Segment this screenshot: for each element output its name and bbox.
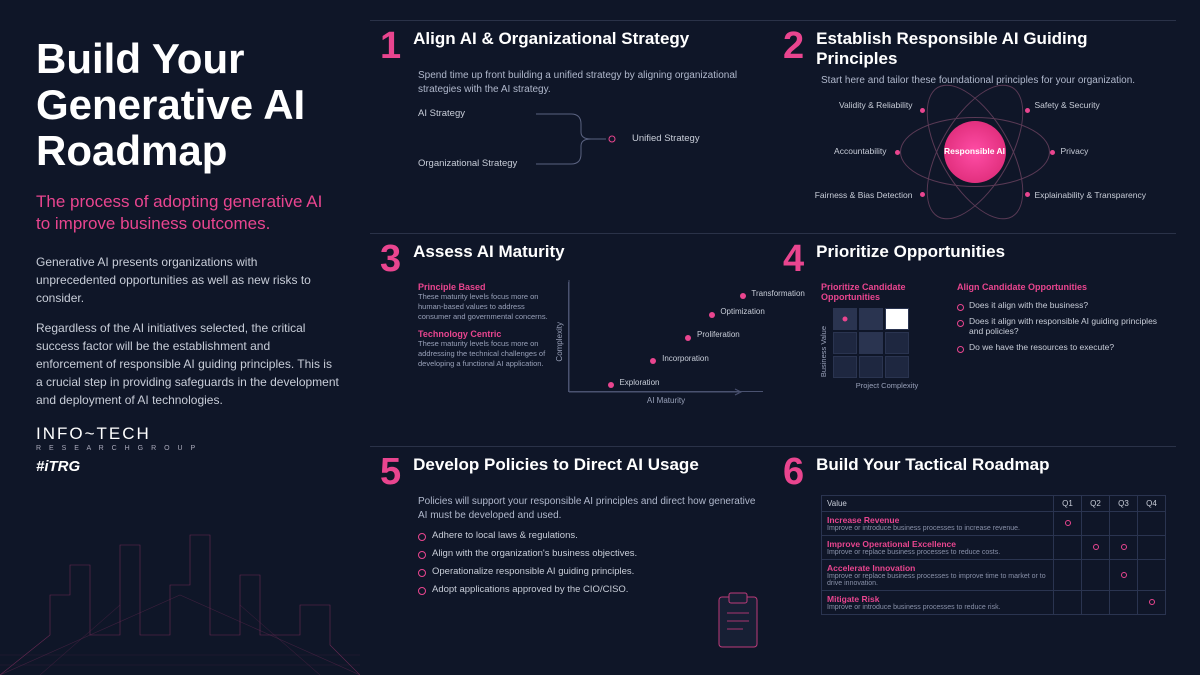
table-header: Q1	[1054, 496, 1082, 512]
left-panel: Build Your Generative AI Roadmap The pro…	[0, 0, 360, 675]
steps-grid: 1 Align AI & Organizational Strategy Spe…	[360, 0, 1200, 675]
table-row: Mitigate RiskImprove or introduce busine…	[822, 591, 1166, 615]
roadmap-table: ValueQ1Q2Q3Q4Increase RevenueImprove or …	[821, 495, 1166, 615]
policy-bullet: Operationalize responsible AI guiding pr…	[418, 566, 763, 577]
row-title: Improve Operational Excellence	[827, 539, 956, 549]
atom-label: Fairness & Bias Detection	[815, 190, 913, 200]
step-title: Establish Responsible AI Guiding Princip…	[816, 29, 1166, 68]
quarter-dot-icon	[1149, 599, 1155, 605]
bracket-diagram: AI Strategy Organizational Strategy Unif…	[418, 104, 763, 174]
bracket-top-label: AI Strategy	[418, 108, 465, 119]
step-number: 3	[380, 242, 401, 276]
quarter-dot-icon	[1121, 572, 1127, 578]
step-6: 6 Build Your Tactical Roadmap ValueQ1Q2Q…	[773, 446, 1176, 659]
table-header: Q3	[1110, 496, 1138, 512]
bracket-right-label: Unified Strategy	[632, 133, 700, 144]
step-number: 2	[783, 29, 804, 63]
matrix-title: Align Candidate Opportunities	[957, 282, 1166, 292]
step-5: 5 Develop Policies to Direct AI Usage Po…	[370, 446, 773, 659]
row-subtitle: Improve or introduce business processes …	[827, 525, 1048, 532]
atom-label: Accountability	[834, 146, 886, 156]
atom-label: Explainability & Transparency	[1035, 190, 1147, 200]
step-title: Develop Policies to Direct AI Usage	[413, 455, 699, 475]
atom-label: Privacy	[1061, 146, 1089, 156]
policy-bullets: Adhere to local laws & regulations. Alig…	[418, 530, 763, 595]
quarter-dot-icon	[1093, 544, 1099, 550]
matrix-title: Prioritize Candidate Opportunities	[821, 282, 941, 302]
table-row: Increase RevenueImprove or introduce bus…	[822, 512, 1166, 536]
axis-y-label: Complexity	[555, 322, 564, 362]
row-title: Mitigate Risk	[827, 594, 879, 604]
logo-hashtag: #iTRG	[36, 458, 198, 475]
table-header: Value	[822, 496, 1054, 512]
logo-main: INFO~TECH	[36, 424, 198, 444]
axis-x-label: AI Maturity	[647, 396, 685, 405]
row-subtitle: Improve or replace business processes to…	[827, 549, 1048, 556]
row-title: Increase Revenue	[827, 515, 899, 525]
table-header: Q2	[1082, 496, 1110, 512]
atom-center-label: Responsible AI	[944, 121, 1006, 183]
maturity-chart: Complexity AI Maturity ExplorationIncorp…	[568, 282, 763, 392]
table-header: Q4	[1138, 496, 1166, 512]
alignment-questions: Align Candidate Opportunities Does it al…	[957, 282, 1166, 390]
main-title: Build Your Generative AI Roadmap	[36, 36, 340, 175]
step-number: 1	[380, 29, 401, 63]
step-title: Assess AI Maturity	[413, 242, 564, 262]
maturity-group-body: These maturity levels focus more on addr…	[418, 339, 558, 368]
policy-bullet: Adopt applications approved by the CIO/C…	[418, 584, 763, 595]
step-title: Build Your Tactical Roadmap	[816, 455, 1049, 475]
quarter-dot-icon	[1065, 520, 1071, 526]
step-number: 6	[783, 455, 804, 489]
atom-diagram: Responsible AI Validity & Reliability Sa…	[783, 92, 1166, 212]
quarter-dot-icon	[1121, 544, 1127, 550]
step-number: 5	[380, 455, 401, 489]
step-description: Spend time up front building a unified s…	[418, 69, 763, 96]
maturity-group-head: Technology Centric	[418, 329, 558, 339]
question-item: Does it align with responsible AI guidin…	[957, 316, 1166, 336]
atom-label: Safety & Security	[1035, 100, 1100, 110]
table-row: Improve Operational ExcellenceImprove or…	[822, 536, 1166, 560]
maturity-group-body: These maturity levels focus more on huma…	[418, 292, 558, 321]
policy-bullet: Adhere to local laws & regulations.	[418, 530, 763, 541]
policy-bullet: Align with the organization's business o…	[418, 548, 763, 559]
row-subtitle: Improve or replace business processes to…	[827, 573, 1048, 587]
step-2: 2 Establish Responsible AI Guiding Princ…	[773, 20, 1176, 233]
bracket-bottom-label: Organizational Strategy	[418, 158, 517, 169]
intro-paragraph-1: Generative AI presents organizations wit…	[36, 253, 340, 307]
subtitle: The process of adopting generative AI to…	[36, 191, 340, 235]
atom-label: Validity & Reliability	[839, 100, 913, 110]
clipboard-icon	[715, 591, 761, 649]
step-title: Align AI & Organizational Strategy	[413, 29, 689, 49]
step-title: Prioritize Opportunities	[816, 242, 1005, 262]
step-description: Policies will support your responsible A…	[418, 495, 763, 522]
maturity-group-head: Principle Based	[418, 282, 558, 292]
bracket-lines-icon	[536, 112, 616, 166]
logo-subtitle: R E S E A R C H G R O U P	[36, 445, 198, 452]
table-row: Accelerate InnovationImprove or replace …	[822, 560, 1166, 591]
logo-block: INFO~TECH R E S E A R C H G R O U P #iTR…	[36, 424, 198, 475]
step-1: 1 Align AI & Organizational Strategy Spe…	[370, 20, 773, 233]
matrix-axis-x: Project Complexity	[833, 381, 941, 390]
step-number: 4	[783, 242, 804, 276]
question-item: Does it align with the business?	[957, 300, 1166, 310]
question-item: Do we have the resources to execute?	[957, 342, 1166, 352]
row-title: Accelerate Innovation	[827, 563, 915, 573]
step-4: 4 Prioritize Opportunities Prioritize Ca…	[773, 233, 1176, 446]
row-subtitle: Improve or introduce business processes …	[827, 604, 1048, 611]
intro-paragraph-2: Regardless of the AI initiatives selecte…	[36, 319, 340, 409]
matrix-grid	[833, 308, 941, 378]
step-3: 3 Assess AI Maturity Principle Based The…	[370, 233, 773, 446]
matrix-axis-y: Business Value	[819, 326, 828, 377]
city-illustration	[0, 495, 360, 675]
